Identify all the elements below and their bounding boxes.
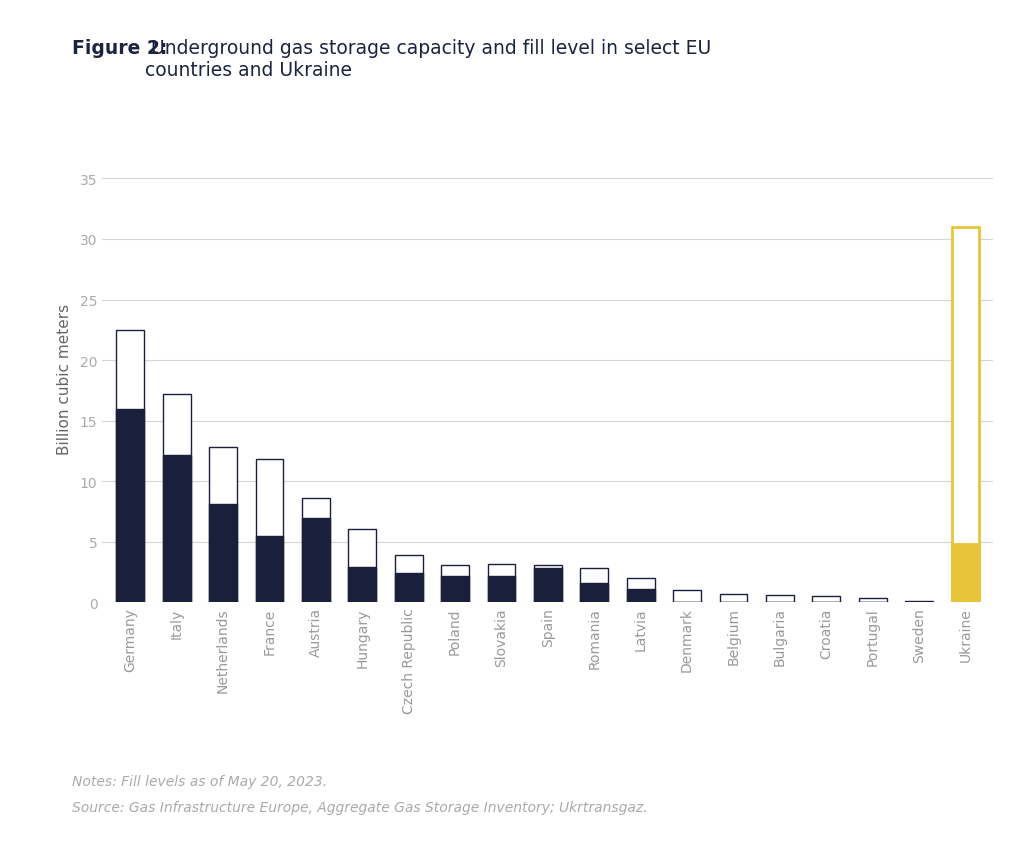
Bar — [302, 518, 330, 603]
Text: Figure 2:: Figure 2: — [72, 39, 167, 58]
Bar — [394, 573, 423, 603]
Bar — [534, 569, 562, 603]
Bar — [394, 555, 423, 603]
Bar — [348, 529, 376, 603]
Bar — [627, 590, 654, 603]
Bar — [441, 565, 469, 603]
Bar — [163, 394, 190, 603]
Bar — [812, 597, 840, 603]
Bar — [766, 596, 794, 603]
Text: Notes: Fill levels as of May 20, 2023.: Notes: Fill levels as of May 20, 2023. — [72, 774, 327, 788]
Bar — [441, 576, 469, 603]
Bar — [117, 409, 144, 603]
Bar — [209, 448, 237, 603]
Bar — [859, 598, 887, 603]
Bar — [348, 567, 376, 603]
Bar — [487, 576, 515, 603]
Bar — [487, 564, 515, 603]
Bar — [302, 499, 330, 603]
Bar — [720, 594, 748, 603]
Bar — [256, 460, 284, 603]
Bar — [951, 545, 979, 603]
Bar — [163, 455, 190, 603]
Bar — [581, 584, 608, 603]
Bar — [673, 591, 701, 603]
Text: Source: Gas Infrastructure Europe, Aggregate Gas Storage Inventory; Ukrtransgaz.: Source: Gas Infrastructure Europe, Aggre… — [72, 800, 647, 814]
Bar — [951, 227, 979, 603]
Bar — [209, 505, 237, 603]
Text: Underground gas storage capacity and fill level in select EU
countries and Ukrai: Underground gas storage capacity and fil… — [145, 39, 712, 80]
Y-axis label: Billion cubic meters: Billion cubic meters — [56, 303, 72, 455]
Bar — [534, 565, 562, 603]
Bar — [581, 569, 608, 603]
Bar — [117, 331, 144, 603]
Bar — [256, 536, 284, 603]
Bar — [627, 579, 654, 603]
Bar — [905, 602, 933, 603]
